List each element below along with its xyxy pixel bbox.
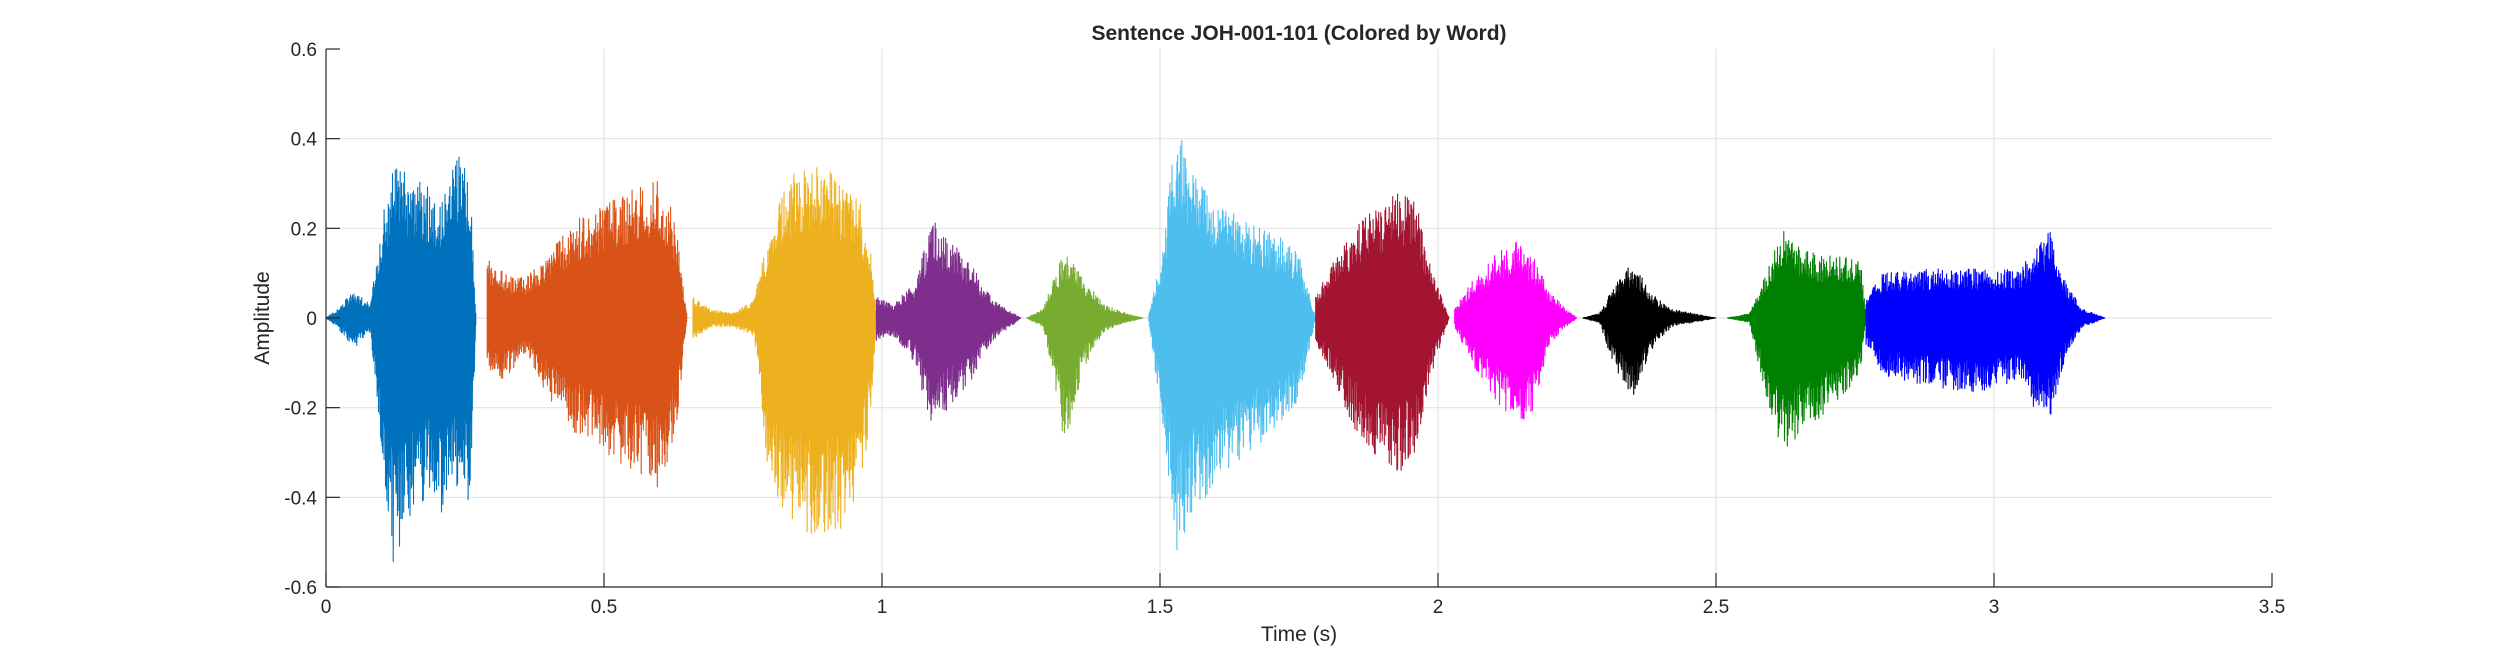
x-tick-label-2: 1 xyxy=(877,597,888,618)
x-tick-label-6: 3 xyxy=(1989,597,2000,618)
word-segment-2 xyxy=(486,181,688,488)
word-segment-10 xyxy=(1727,231,1867,447)
waveform-layer xyxy=(325,139,2106,563)
word-segment-3 xyxy=(692,167,877,534)
x-axis-label: Time (s) xyxy=(1261,623,1337,646)
x-tick-label-1: 0.5 xyxy=(591,597,617,618)
word-segment-7 xyxy=(1315,193,1450,471)
x-tick-label-4: 2 xyxy=(1433,597,1444,618)
y-tick-label-5: 0.4 xyxy=(291,130,318,151)
x-tick-label-7: 3.5 xyxy=(2259,597,2285,618)
word-segment-4 xyxy=(875,222,1022,421)
word-segment-1 xyxy=(325,156,477,563)
y-axis-label: Amplitude xyxy=(251,271,274,364)
x-tick-label-3: 1.5 xyxy=(1147,597,1173,618)
y-tick-label-1: -0.4 xyxy=(284,488,317,509)
axes-layer: 0 0.5 1 1.5 2 2.5 3 3.5 -0.6 -0.4 -0.2 0 0.2 0.4 0.6 xyxy=(284,40,2285,618)
chart-title: Sentence JOH-001-101 (Colored by Word) xyxy=(1091,22,1506,45)
y-tick-label-6: 0.6 xyxy=(291,40,317,61)
y-tick-label-0: -0.6 xyxy=(284,578,317,599)
y-tick-label-3: 0 xyxy=(306,309,317,330)
word-segment-11 xyxy=(1865,231,2106,415)
x-tick-label-5: 2.5 xyxy=(1703,597,1729,618)
word-segment-9 xyxy=(1582,267,1717,395)
x-tick-label-0: 0 xyxy=(321,597,332,618)
word-segment-6 xyxy=(1148,139,1317,551)
y-tick-label-4: 0.2 xyxy=(291,219,317,240)
word-segment-8 xyxy=(1454,241,1578,420)
word-segment-5 xyxy=(1026,256,1144,434)
y-tick-label-2: -0.2 xyxy=(284,399,317,420)
